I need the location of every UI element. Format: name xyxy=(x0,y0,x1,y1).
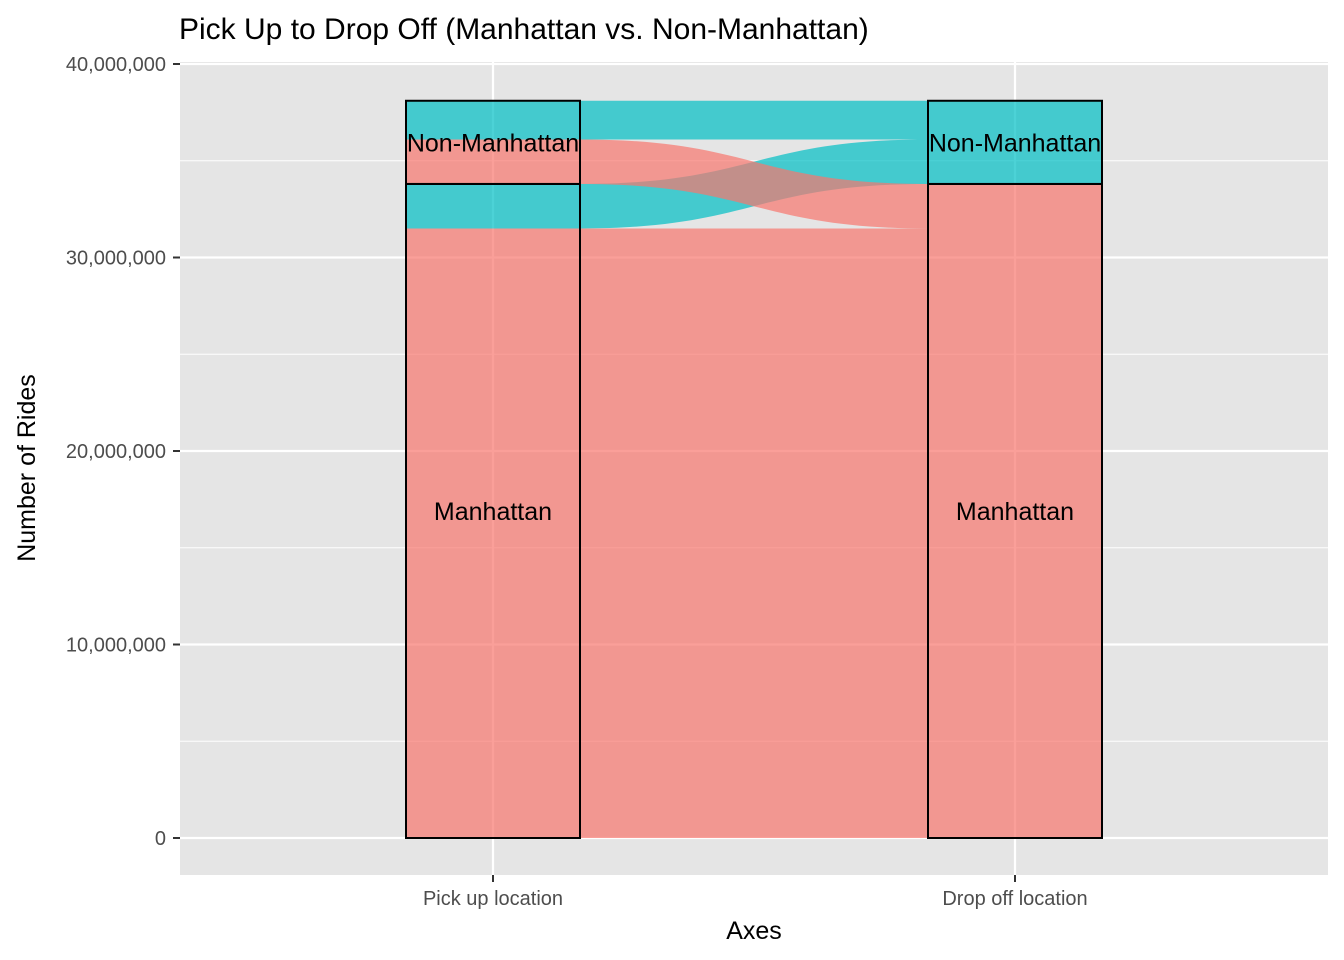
x-axis-title: Axes xyxy=(726,917,782,945)
x-tick-label: Drop off location xyxy=(942,888,1087,910)
y-axis-title: Number of Rides xyxy=(13,374,41,562)
stratum-label-drop-off-location-manhattan: Manhattan xyxy=(956,498,1074,526)
x-tick-label: Pick up location xyxy=(423,888,563,910)
stratum-layer: Manhattan Non-Manhattan Manhattan Non-Manha… xyxy=(405,99,1103,840)
stratum-label-pick-up-location-non-manhattan: Non-Manhattan xyxy=(407,129,579,157)
stratum-box-drop-off-location-non-manhattan xyxy=(927,99,1103,185)
y-tick-label: 10,000,000 xyxy=(66,635,166,657)
y-tick-label: 0 xyxy=(155,828,166,850)
y-tick-label: 40,000,000 xyxy=(66,54,166,76)
y-tick-label: 30,000,000 xyxy=(66,248,166,270)
stratum-label-drop-off-location-non-manhattan: Non-Manhattan xyxy=(929,129,1101,157)
y-tick-label: 20,000,000 xyxy=(66,441,166,463)
axis-layer: 0 10,000,000 20,000,000 30,000,000 40,000,00… xyxy=(66,54,1088,910)
stratum-box-pick-up-location-non-manhattan xyxy=(405,99,581,185)
flow-manhattan-to-manhattan xyxy=(406,228,1102,839)
chart-title: Pick Up to Drop Off (Manhattan vs. Non-M… xyxy=(179,13,869,46)
stratum-label-pick-up-location-manhattan: Manhattan xyxy=(434,498,552,526)
